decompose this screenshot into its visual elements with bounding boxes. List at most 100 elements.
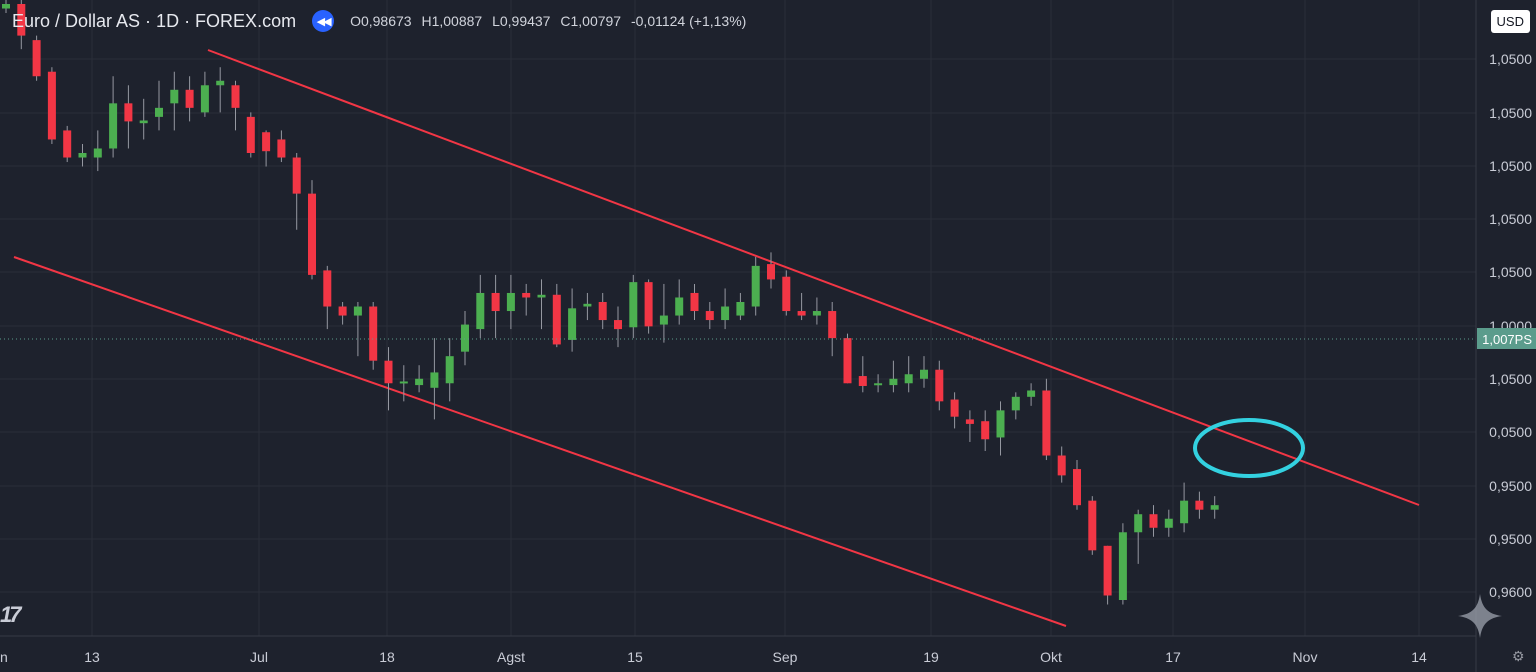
candle-body xyxy=(522,292,531,298)
candle xyxy=(1057,446,1066,483)
candle-body xyxy=(996,410,1005,438)
candle xyxy=(1164,509,1173,537)
candle-body xyxy=(200,85,209,113)
candle xyxy=(598,292,607,330)
time-tick-label: n xyxy=(0,649,8,665)
close-value: C1,00797 xyxy=(560,13,622,29)
candle-body xyxy=(353,306,362,316)
candle-body xyxy=(1149,514,1158,528)
candle xyxy=(705,302,714,330)
price-tick-label: 0,9600 xyxy=(1489,584,1532,600)
candle-body xyxy=(277,139,286,158)
candle-body xyxy=(399,381,408,384)
candle-body xyxy=(47,71,56,140)
time-tick-label: 13 xyxy=(84,649,100,665)
currency-button[interactable]: USD xyxy=(1490,10,1530,33)
candle xyxy=(17,0,26,50)
time-tick-label: Sep xyxy=(773,649,798,665)
candle-body xyxy=(843,338,852,384)
symbol-title[interactable]: Euro / Dollar AS · 1D · FOREX.com xyxy=(12,10,297,31)
candle-body xyxy=(736,302,745,316)
candle xyxy=(874,374,883,393)
price-tick-label: 1,0500 xyxy=(1489,51,1532,67)
candle-body xyxy=(782,276,791,312)
candle xyxy=(537,279,546,330)
candle-body xyxy=(78,153,87,158)
candle-body xyxy=(170,89,179,104)
time-tick-label: Nov xyxy=(1293,649,1318,665)
candle xyxy=(950,392,959,429)
candle xyxy=(644,279,653,334)
candle-body xyxy=(32,40,41,77)
candle-body xyxy=(1057,455,1066,476)
candle-body xyxy=(935,369,944,402)
candle-body xyxy=(2,4,10,9)
candle xyxy=(1118,523,1127,605)
candle xyxy=(981,410,990,451)
candle-body xyxy=(415,378,424,386)
candle-body xyxy=(583,303,592,307)
candle-body xyxy=(1042,390,1051,456)
candle-body xyxy=(1088,500,1097,551)
candle-body xyxy=(1118,532,1127,600)
candle xyxy=(200,71,209,117)
candle-body xyxy=(231,85,240,108)
tradingview-logo: 17 xyxy=(0,602,22,627)
price-tick-label: 1,0500 xyxy=(1489,105,1532,121)
candle xyxy=(920,356,928,388)
sparkle-icon[interactable] xyxy=(1456,592,1504,640)
candle xyxy=(63,125,72,163)
candle xyxy=(797,292,806,321)
candle xyxy=(292,153,301,230)
candle xyxy=(47,67,56,144)
time-tick-label: Okt xyxy=(1040,649,1062,665)
change-value: -0,01124 (+1,13%) xyxy=(630,13,747,29)
candle xyxy=(522,283,531,316)
open-value: O0,98673 xyxy=(350,13,412,29)
high-value: H1,00887 xyxy=(421,13,483,29)
ohlc-legend: O0,98673 H1,00887 L0,99437 C1,00797 -0,0… xyxy=(350,13,752,29)
candle-body xyxy=(430,372,439,388)
candle-body xyxy=(1103,545,1112,596)
candle-body xyxy=(1210,505,1219,510)
candle xyxy=(109,76,118,158)
current-price-label: 1,007PS xyxy=(1482,332,1532,347)
candles-group xyxy=(2,0,1219,605)
candle xyxy=(889,360,898,393)
candle-body xyxy=(828,311,837,339)
candle-body xyxy=(124,103,133,122)
candle-body xyxy=(461,324,469,352)
candle xyxy=(155,80,163,131)
candle-body xyxy=(721,306,730,321)
candle xyxy=(78,143,87,167)
candle-body xyxy=(369,306,378,361)
annotation-overlay xyxy=(0,338,1476,478)
candle-body xyxy=(246,116,255,153)
candle xyxy=(461,311,469,366)
candle-body xyxy=(904,374,913,384)
candle xyxy=(614,306,622,348)
candle-body xyxy=(690,292,699,312)
candle xyxy=(506,274,515,330)
candle xyxy=(812,297,821,325)
candle-body xyxy=(797,311,806,316)
candle-body xyxy=(920,369,928,379)
candle xyxy=(308,180,316,280)
candle-body xyxy=(155,107,163,117)
candle xyxy=(445,338,454,402)
candle xyxy=(491,274,500,339)
candle xyxy=(552,283,561,348)
settings-icon[interactable]: ⚙ xyxy=(1512,648,1525,664)
candle xyxy=(476,274,485,339)
candle xyxy=(568,288,577,352)
candle-body xyxy=(93,148,102,158)
candle xyxy=(904,356,913,393)
candle xyxy=(1195,491,1204,519)
candle xyxy=(262,130,271,167)
candle-body xyxy=(384,360,393,384)
rewind-icon[interactable]: ◀◀ xyxy=(312,10,335,32)
candle xyxy=(858,356,867,393)
candle xyxy=(721,288,730,330)
current-price-badge xyxy=(1477,328,1536,349)
